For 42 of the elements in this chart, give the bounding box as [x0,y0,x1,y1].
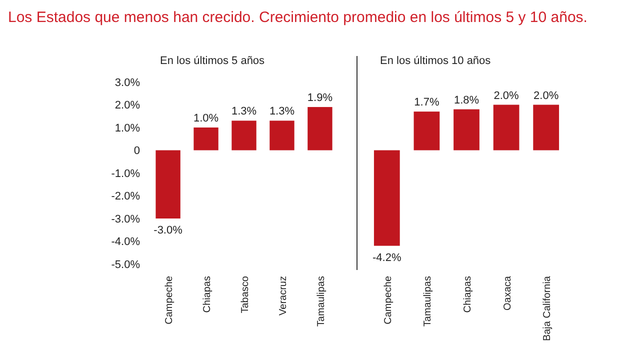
x-tick-label: Chiapas [202,276,214,313]
y-tick-label: 3.0% [114,76,140,89]
chart-subtitle: En los últimos 5 años [160,55,266,67]
bar [156,150,180,218]
bar [454,109,480,150]
bar [232,120,256,150]
y-tick-label: -2.0% [111,190,140,203]
x-tick-label: Tabasco [240,276,251,314]
data-label: 1.0% [193,112,219,124]
bar [374,150,400,246]
x-tick-label: Tamaulipas [316,276,327,327]
x-tick-label: Chiapas [462,276,474,313]
data-label: -4.2% [372,252,402,264]
bar [270,120,294,150]
data-label: 1.8% [454,94,480,106]
y-tick-label: 0 [134,145,140,158]
data-label: 1.9% [307,92,333,104]
bar [533,104,560,150]
data-label: 1.3% [231,106,257,118]
y-tick-label: -4.0% [111,236,140,248]
x-tick-label: Tamaulipas [422,276,434,327]
data-label: 1.3% [269,106,295,118]
chart-title: En los últimos 10 años [380,55,492,67]
data-label: 1.7% [414,96,440,109]
data-label: 2.0% [494,90,520,102]
data-label: 2.0% [534,90,559,102]
y-tick-label: -1.0% [111,168,140,180]
bar [308,107,332,150]
bar [414,112,440,150]
y-tick-label: -5.0% [111,258,140,271]
bar [194,128,218,150]
x-tick-label: Veracruz [278,276,289,316]
bar [493,104,520,150]
x-tick-label: Campeche [382,276,394,324]
x-tick-label: Baja California [542,276,554,342]
x-tick-label: Oaxaca [502,276,514,310]
x-tick-label: Campeche [164,276,176,324]
y-tick-label: 1.0% [114,122,140,134]
data-label: -3.0% [154,224,183,236]
y-tick-label: -3.0% [111,213,140,226]
y-tick-label: 2.0% [114,100,140,112]
chart-title: Los Estados que menos han crecido. Crecimiento promedio en los últimos 5 y 10 años. [8,9,588,26]
